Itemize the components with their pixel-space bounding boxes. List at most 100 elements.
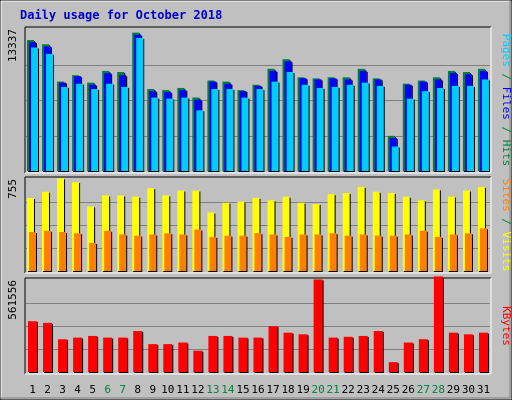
x-tick-label-day-25: 25	[387, 383, 400, 396]
bar-kbytes-day-11	[178, 342, 189, 373]
bar-sites-day-20-shadow-bottom	[315, 271, 323, 272]
bar-pages-day-27-fill	[421, 91, 429, 171]
bar-pages-day-2-shadow-bottom	[47, 171, 55, 172]
bar-kbytes-day-22-fill	[343, 336, 353, 372]
bar-kbytes-day-5	[88, 335, 99, 373]
legend-part-0: KBytes	[500, 306, 512, 346]
bar-pages-day-20-shadow-right	[323, 88, 325, 172]
bar-visits-day-3-fill	[57, 178, 65, 271]
bar-kbytes-day-10-fill	[163, 344, 173, 372]
bar-kbytes-day-12	[193, 350, 204, 373]
bar-pages-day-6-shadow-bottom	[107, 171, 115, 172]
bar-sites-day-6-shadow-right	[111, 231, 113, 272]
bar-kbytes-day-3-shadow-bottom	[59, 372, 69, 373]
bar-visits-day-25-shadow-right	[394, 194, 396, 272]
bar-kbytes-day-24-shadow-bottom	[374, 372, 384, 373]
bar-pages-day-23-shadow-bottom	[362, 171, 370, 172]
bar-pages-day-31-shadow-right	[488, 80, 490, 172]
bar-kbytes-day-27-shadow-bottom	[419, 372, 429, 373]
bar-sites-day-9-shadow-right	[156, 235, 158, 272]
bar-sites-day-17-shadow-right	[276, 235, 278, 272]
bar-sites-day-5-fill	[89, 242, 97, 271]
bar-sites-day-26-shadow-right	[411, 235, 413, 272]
bar-sites-day-20-fill	[314, 234, 322, 271]
bar-sites-day-11-shadow-bottom	[180, 271, 188, 272]
bar-kbytes-day-13-shadow-right	[217, 336, 219, 373]
bar-kbytes-day-1-shadow-bottom	[29, 372, 38, 373]
bar-pages-day-19-shadow-right	[308, 85, 310, 172]
bar-kbytes-day-9	[148, 344, 159, 373]
bar-sites-day-20	[314, 234, 323, 272]
bar-sites-day-28	[434, 236, 443, 272]
bar-pages-day-11-shadow-bottom	[182, 171, 190, 172]
bar-pages-day-9-shadow-right	[158, 98, 160, 172]
bar-kbytes-day-25-fill	[388, 362, 398, 372]
bar-sites-day-3-fill	[59, 232, 67, 271]
bar-kbytes-day-17-fill	[268, 326, 278, 372]
bar-pages-day-10-shadow-right	[173, 99, 175, 172]
bar-sites-day-12-fill	[194, 229, 202, 271]
x-tick-label-day-3: 3	[59, 383, 66, 396]
bar-sites-day-23-fill	[359, 234, 367, 271]
bar-pages-day-7-shadow-right	[128, 87, 130, 172]
bar-pages-day-19	[301, 84, 310, 172]
bar-pages-day-30-shadow-right	[473, 86, 475, 172]
bar-pages-day-18-shadow-bottom	[287, 171, 295, 172]
bar-kbytes-day-6	[103, 337, 114, 373]
bar-pages-day-25-fill	[391, 146, 399, 171]
bar-kbytes-day-17	[268, 326, 279, 373]
bar-sites-day-18-fill	[284, 236, 292, 271]
bar-kbytes-day-31-fill	[478, 332, 488, 372]
bar-pages-day-31	[481, 79, 490, 172]
bar-sites-day-27	[419, 230, 428, 272]
bar-sites-day-6-shadow-bottom	[105, 271, 113, 272]
x-tick-label-day-16: 16	[251, 383, 264, 396]
bar-pages-day-25-shadow-right	[398, 147, 400, 172]
bar-sites-day-4-fill	[74, 233, 82, 271]
bar-pages-day-11	[181, 97, 190, 172]
bar-sites-day-27-fill	[419, 230, 427, 271]
bar-pages-day-15-shadow-right	[248, 98, 250, 172]
bar-sites-day-22-shadow-right	[351, 236, 353, 272]
legend-part-0: Sites	[500, 179, 512, 212]
bar-visits-day-28-fill	[432, 189, 440, 271]
panel-ymax-label: 561556	[6, 280, 19, 320]
bar-sites-day-16-shadow-bottom	[255, 271, 263, 272]
bar-pages-day-14-shadow-right	[233, 90, 235, 172]
bar-visits-day-29-fill	[447, 196, 455, 271]
bar-kbytes-day-14-shadow-right	[232, 336, 234, 373]
bar-sites-day-9	[149, 234, 158, 272]
bar-pages-day-21-fill	[331, 86, 339, 171]
bar-pages-day-30	[466, 85, 475, 172]
bar-pages-day-13	[211, 89, 220, 172]
bar-kbytes-day-19	[298, 334, 309, 373]
bar-kbytes-day-21-shadow-right	[337, 338, 339, 373]
bar-kbytes-day-21-fill	[328, 337, 338, 372]
bar-pages-day-29-shadow-right	[458, 86, 460, 172]
bar-kbytes-day-10	[163, 344, 174, 373]
bar-pages-day-20	[316, 87, 325, 172]
bar-sites-day-19-shadow-right	[306, 235, 308, 272]
bar-sites-day-25-shadow-bottom	[390, 271, 398, 272]
bar-kbytes-day-26-fill	[403, 342, 413, 372]
x-tick-label-day-10: 10	[161, 383, 174, 396]
bar-kbytes-day-6-shadow-right	[112, 338, 114, 373]
bar-sites-day-26-fill	[404, 234, 412, 271]
bar-sites-day-30-shadow-bottom	[465, 271, 473, 272]
bar-sites-day-2-shadow-right	[51, 231, 53, 272]
panel-ymax-label: 755	[6, 179, 19, 199]
bar-kbytes-day-2-fill	[43, 322, 53, 372]
bar-sites-day-19-fill	[299, 234, 307, 271]
bar-sites-day-2-shadow-bottom	[45, 271, 53, 272]
bar-kbytes-day-4	[73, 337, 84, 373]
bar-sites-day-7-shadow-right	[126, 235, 128, 272]
legend-part-2: Files	[500, 87, 512, 120]
bar-kbytes-day-28-shadow-bottom	[434, 372, 444, 373]
bar-kbytes-day-12-fill	[193, 350, 203, 372]
bar-pages-day-15	[241, 97, 250, 172]
bar-kbytes-day-14-fill	[223, 335, 233, 372]
bar-sites-day-22-fill	[344, 235, 352, 271]
bar-sites-day-23-shadow-right	[366, 235, 368, 272]
bar-kbytes-day-15	[238, 337, 249, 373]
bar-pages-day-18	[286, 71, 295, 172]
